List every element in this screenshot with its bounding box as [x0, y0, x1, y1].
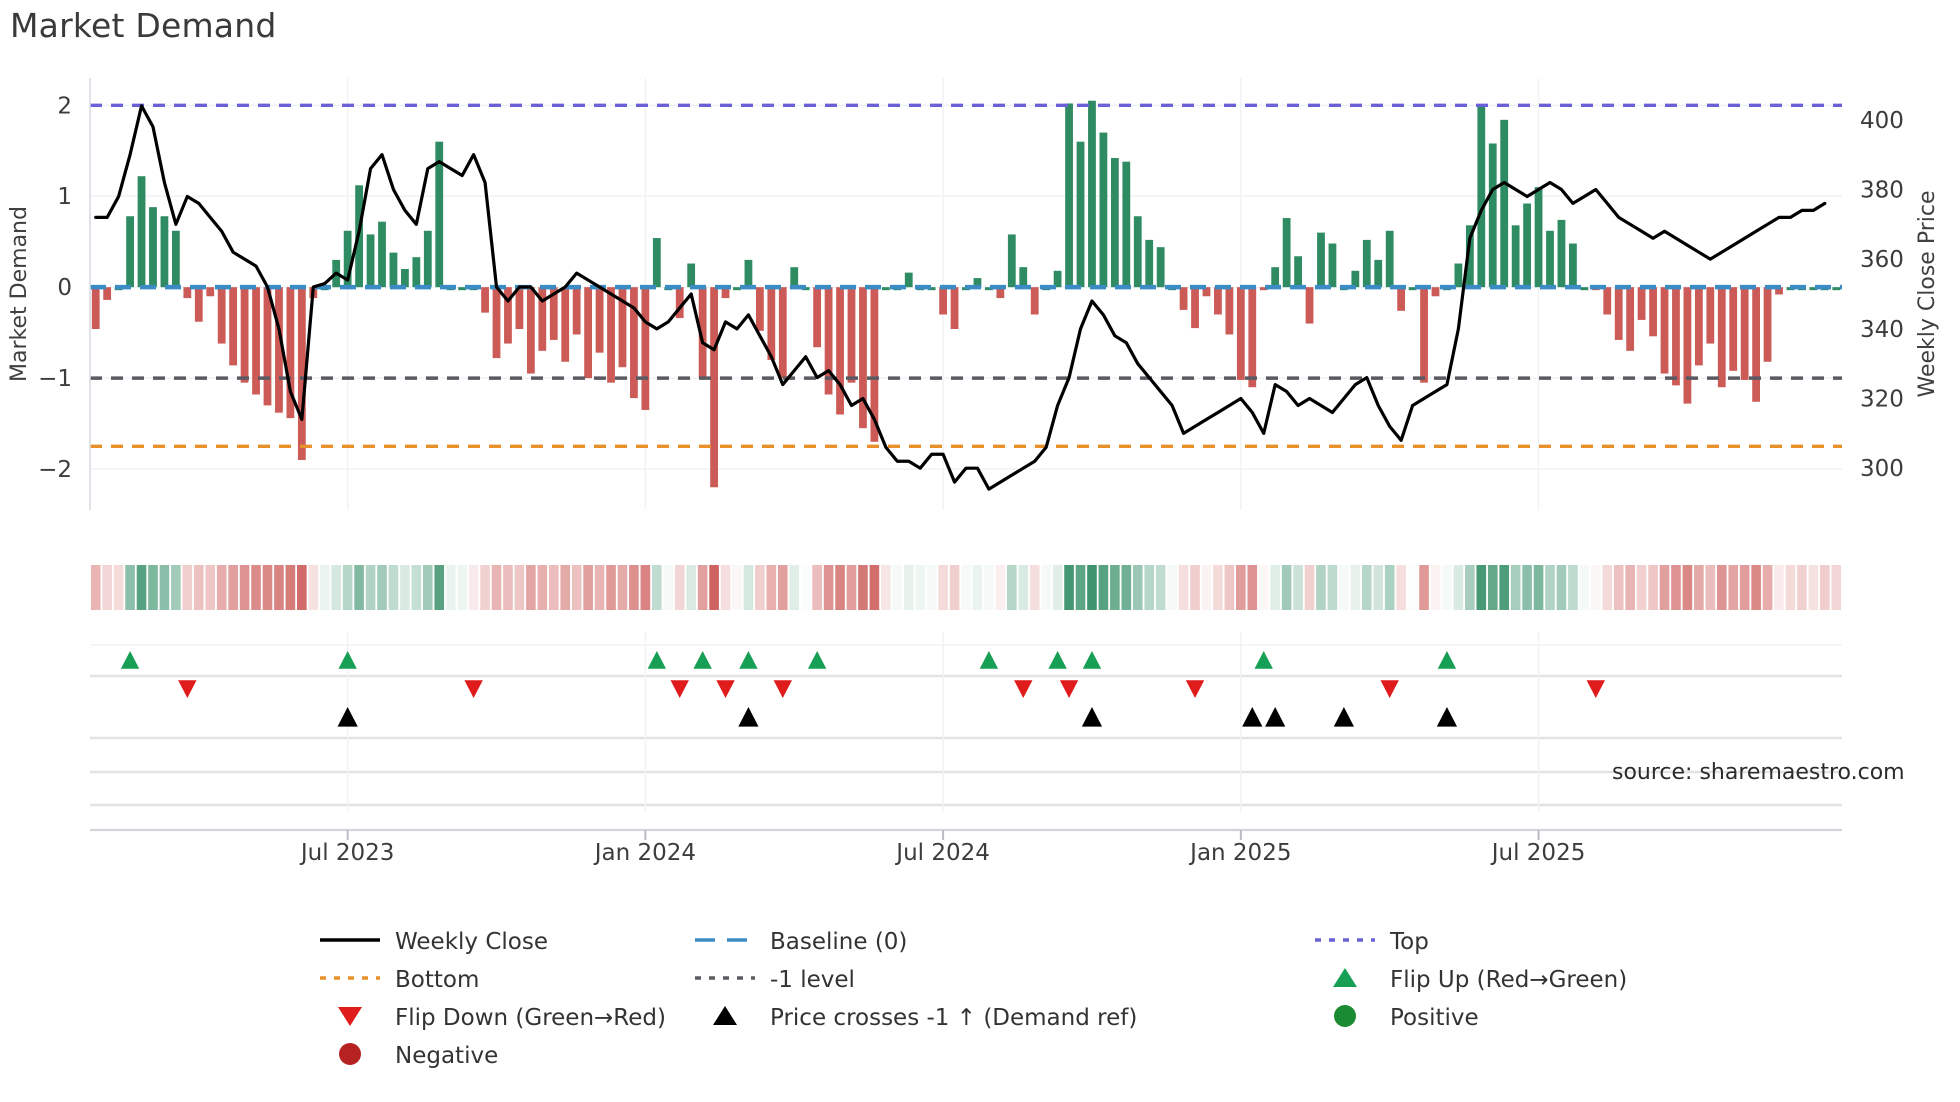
demand-bars-group	[91, 100, 1841, 488]
legend-item[interactable]: -1 level	[695, 967, 855, 993]
legend-label: -1 level	[770, 967, 855, 993]
legend-marker-circle-icon	[339, 1043, 361, 1065]
signal-markers-group	[90, 632, 1842, 812]
left-axis-title: Market Demand	[7, 206, 32, 382]
left-tick-label: −1	[38, 366, 72, 392]
legend-item[interactable]: Top	[1315, 929, 1429, 955]
right-tick-label: 380	[1860, 177, 1904, 203]
legend-marker-triangle-up-icon	[713, 1006, 737, 1025]
legend-label: Negative	[395, 1043, 498, 1069]
left-tick-label: 0	[57, 275, 72, 301]
left-tick-label: −2	[38, 457, 72, 483]
legend-label: Positive	[1390, 1005, 1479, 1031]
legend-item[interactable]: Flip Down (Green→Red)	[338, 1005, 666, 1031]
legend-label: Bottom	[395, 967, 479, 993]
x-tick-label: Jul 2024	[894, 840, 990, 866]
right-tick-label: 400	[1860, 108, 1904, 134]
demand-heatmap-strip	[90, 565, 1842, 610]
x-tick-label: Jan 2025	[1188, 840, 1291, 866]
legend-label: Price crosses -1 ↑ (Demand ref)	[770, 1005, 1137, 1031]
legend-item[interactable]: Price crosses -1 ↑ (Demand ref)	[713, 1005, 1137, 1031]
left-tick-label: 1	[57, 184, 72, 210]
legend-item[interactable]: Negative	[339, 1043, 498, 1069]
axis-decorations	[89, 78, 1842, 840]
legend-label: Flip Down (Green→Red)	[395, 1005, 666, 1031]
legend-item[interactable]: Weekly Close	[320, 929, 548, 955]
legend-label: Baseline (0)	[770, 929, 907, 955]
right-tick-label: 360	[1860, 247, 1904, 273]
reference-lines-group	[90, 103, 1842, 449]
legend-item[interactable]: Flip Up (Red→Green)	[1333, 967, 1627, 993]
right-tick-label: 320	[1860, 387, 1904, 413]
x-tick-label: Jan 2024	[593, 840, 696, 866]
source-note: source: sharemaestro.com	[1612, 760, 1905, 785]
weekly-close-line	[94, 104, 1827, 491]
right-tick-label: 300	[1860, 456, 1904, 482]
page-title: Market Demand	[10, 6, 277, 45]
legend-label: Top	[1389, 929, 1429, 955]
legend-item[interactable]: Positive	[1334, 1005, 1479, 1031]
legend-group: Weekly Close Baseline (0) Top Bottom -1 leve…	[320, 929, 1627, 1069]
right-axis-title: Weekly Close Price	[1915, 191, 1940, 398]
legend-item[interactable]: Baseline (0)	[695, 929, 907, 955]
x-tick-label: Jul 2025	[1490, 840, 1586, 866]
legend-label: Flip Up (Red→Green)	[1390, 967, 1627, 993]
legend-marker-triangle-up-icon	[1333, 968, 1357, 987]
legend-item[interactable]: Bottom	[320, 967, 479, 993]
right-tick-label: 340	[1860, 317, 1904, 343]
left-tick-label: 2	[57, 93, 72, 119]
legend-marker-triangle-down-icon	[338, 1007, 362, 1026]
x-tick-label: Jul 2023	[299, 840, 395, 866]
legend-label: Weekly Close	[395, 929, 548, 955]
legend-marker-circle-icon	[1334, 1005, 1356, 1027]
tick-labels-group: 2 1 0 −1 −2 400 380 360 340 320 300 Jul 2023 Jan 202…	[7, 93, 1940, 866]
